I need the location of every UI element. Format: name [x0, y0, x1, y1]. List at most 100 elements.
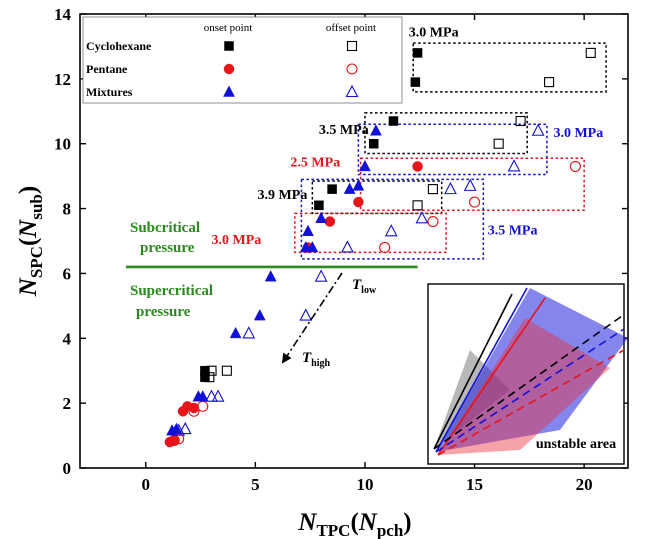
mixtures-offset-point-6 [314, 269, 328, 282]
cyclohexane-offset-point-8 [585, 47, 596, 58]
y-tick-label: 0 [63, 459, 72, 478]
mixtures-offset-point-11 [463, 178, 477, 191]
y-axis-title: NSPC(Nsub) [15, 186, 46, 297]
subcritical-label: Subcritical [130, 220, 200, 236]
mixtures-offset-point-13 [531, 123, 545, 136]
pentane-offset-point-6 [469, 196, 481, 208]
inset-wedge-red [438, 318, 610, 455]
legend-col-onset: onset point [204, 22, 253, 34]
pressure-label-1: 3.5 MPa [319, 123, 369, 138]
pressure-box-1 [364, 112, 528, 155]
pentane-onset-point-8 [412, 161, 423, 172]
cyclohexane-offset-point-6 [515, 115, 526, 127]
pressure-label-3: 2.5 MPa [290, 155, 340, 170]
pressure-labels: 3.0 MPa 3.5 MPa 3.0 MPa 2.5 MPa 3.9 MPa 3.5 M… [212, 26, 604, 249]
pressure-label-5: 3.5 MPa [488, 224, 538, 239]
y-tick-label: 8 [63, 200, 72, 219]
pressure-box-6 [294, 212, 447, 254]
pentane-onset-point-4 [188, 402, 200, 414]
pentane-onset-point-7 [353, 196, 364, 208]
x-tick-label: 5 [251, 475, 260, 494]
mixtures-onset-point-4 [229, 326, 242, 339]
legend-pentane-onset-marker [223, 63, 235, 75]
cyclohexane-offset-point-5 [493, 138, 504, 149]
cyclohexane-onset-point-7 [410, 77, 421, 87]
inset-label: unstable area [536, 437, 616, 452]
legend-cyclohexane-onset-marker [224, 41, 234, 51]
temperature-arrow [281, 272, 343, 364]
x-tick-label: 10 [356, 475, 373, 494]
inset-unstable-area: unstable area [427, 283, 628, 465]
cyclohexane-offset-point-4 [427, 184, 438, 195]
y-tick-label: 2 [63, 394, 72, 413]
inset-blue-dashed [435, 328, 625, 453]
pentane-offset-point-4 [379, 241, 391, 254]
y-tick-label: 12 [54, 70, 71, 89]
y-tick-label: 6 [63, 264, 72, 283]
pentane-offset-point-2 [188, 405, 200, 417]
pressure-boxes [294, 42, 607, 260]
cyclohexane-onset-point-5 [388, 116, 399, 126]
cyclohexane-onset-point-3 [327, 184, 337, 194]
legend-pentane-offset-marker [346, 63, 358, 75]
pressure-box-2 [357, 123, 548, 176]
mixtures-offset-point-10 [444, 181, 457, 195]
cyclohexane-onset-point-2 [314, 200, 324, 211]
mixtures-offset-point-4 [242, 326, 256, 339]
cyclohexane-offset-point-0 [204, 372, 215, 383]
subcritical-label-2: pressure [140, 240, 195, 256]
pentane-offset-point-3 [197, 400, 209, 412]
plot-frame [79, 13, 629, 469]
mixtures-onset-point-8 [306, 240, 319, 253]
x-tick-label: 0 [142, 475, 151, 494]
inset-wedge-blue [436, 288, 628, 452]
mixtures-offset-point-3 [211, 389, 225, 402]
legend-label-pentane: Pentane [86, 62, 128, 76]
t-low-label: Tlow [352, 277, 377, 296]
pentane-onset-point-6 [324, 216, 336, 227]
x-axis-title: NTPC(Npch) [297, 509, 411, 539]
legend-box [82, 16, 403, 104]
x-tick-label: 15 [466, 475, 483, 494]
inset-blue-solid [435, 287, 528, 453]
mixtures-onset-point-14 [370, 124, 382, 136]
legend-mixtures-onset-marker [223, 85, 235, 97]
mixtures-offset-point-1 [178, 421, 192, 435]
t-high-label: Thigh [302, 350, 331, 369]
pressure-label-4: 3.9 MPa [258, 188, 308, 203]
mixtures-onset-point-3 [196, 390, 209, 402]
legend-mixtures-offset-marker [345, 84, 359, 98]
inset-black-solid [433, 293, 513, 450]
legend-label-mixtures: Mixtures [86, 85, 133, 99]
mixtures-onset-point-9 [302, 224, 314, 237]
pentane-offset-point-5 [427, 215, 439, 228]
mixtures-offset-point-9 [415, 211, 429, 224]
legend-cyclohexane-offset-marker [346, 40, 358, 52]
mixtures-onset-point-10 [315, 211, 328, 224]
mixtures-offset-point-8 [384, 224, 398, 237]
mixtures-onset-point-12 [352, 179, 365, 191]
pressure-box-0 [412, 42, 607, 93]
cyclohexane-offset-point-1 [206, 365, 217, 376]
cyclohexane-onset-point-6 [412, 48, 423, 58]
mixtures-offset-point-5 [299, 308, 313, 321]
mixtures-onset-point-11 [343, 182, 356, 194]
cyclohexane-onset-point-4 [368, 138, 379, 149]
y-tick-label: 10 [54, 135, 71, 154]
legend-markers [223, 40, 359, 98]
legend-label-cyclohexane: Cyclohexane [86, 39, 152, 53]
pressure-label-2: 3.0 MPa [553, 126, 603, 141]
mixtures-onset-point-6 [264, 270, 277, 282]
cyclohexane-offset-point-7 [544, 77, 555, 88]
y-tick-label: 14 [54, 5, 72, 24]
legend-col-offset: offset point [326, 22, 376, 34]
x-tick-label: 20 [576, 475, 593, 494]
supercritical-label-2: pressure [136, 304, 191, 320]
mixtures-onset-point-13 [359, 159, 371, 172]
mixtures-onset-point-5 [253, 309, 266, 321]
supercritical-label: Supercritical [130, 283, 213, 299]
inset-red-dashed [437, 349, 625, 456]
data-points [164, 47, 596, 448]
